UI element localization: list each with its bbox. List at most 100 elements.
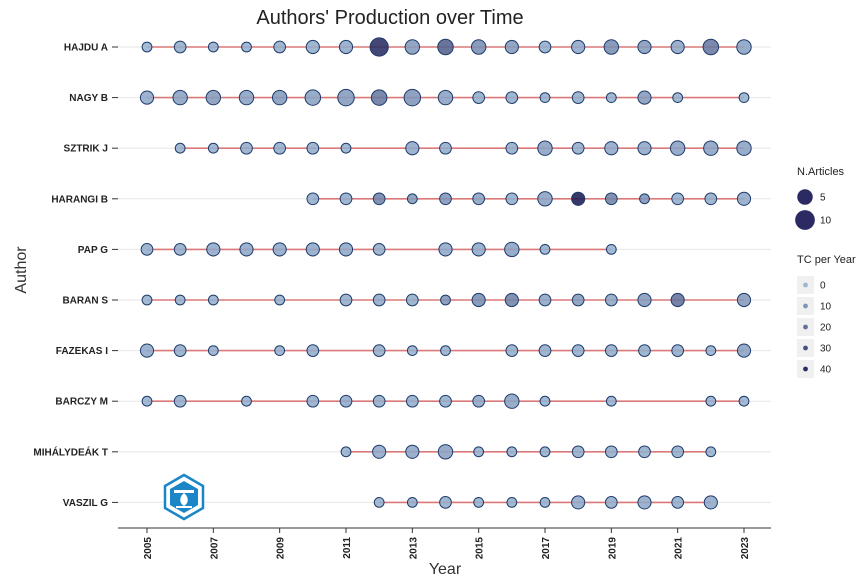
x-tick-label: 2011 [342,537,353,559]
data-point [139,90,155,105]
legend-tc-swatch [803,324,808,330]
data-point [669,140,686,156]
data-point [207,41,219,53]
data-point [504,39,519,55]
data-point [604,496,618,509]
data-point [604,344,618,357]
data-point [736,191,752,206]
x-tick-label: 2007 [209,537,220,560]
legend-tc-label: 30 [820,344,832,355]
data-point [173,344,187,357]
data-point [372,394,386,408]
author-timelines [147,46,744,504]
data-point [603,39,620,55]
legend-article-swatch [795,210,815,230]
data-point [504,241,520,258]
data-point [605,395,617,407]
legend-article-swatch [797,189,813,205]
data-point [736,140,752,156]
data-point [605,92,617,103]
data-point [274,345,286,357]
data-point [174,294,186,306]
data-point [672,92,684,103]
data-point [539,244,551,255]
data-point [504,292,519,308]
data-point [604,293,618,307]
data-point [405,444,420,459]
legend-tc-label: 0 [820,281,826,292]
data-point [305,242,320,257]
data-point [207,294,219,306]
hexagon-logo-icon [163,473,205,521]
data-point [439,496,452,509]
data-point [372,444,387,459]
data-point [637,39,652,55]
data-point [671,192,685,206]
data-point [505,141,519,155]
data-point [705,446,717,458]
data-point [470,39,487,55]
data-point [405,394,419,408]
data-point [241,395,252,407]
x-tick-label: 2013 [408,537,419,560]
data-point [272,242,287,257]
data-point [539,92,551,103]
author-label: HARANGI B [51,194,108,205]
data-point [140,243,154,256]
data-point [738,395,750,407]
legend-n-articles: N.Articles 5 10 [795,166,845,230]
data-point [239,242,254,257]
data-point [505,344,519,357]
data-point [339,394,353,408]
data-point [604,141,619,156]
data-point [638,445,651,459]
data-point [437,89,454,106]
legend-tc-label: 20 [820,323,832,334]
data-point [537,191,553,207]
data-point [472,192,486,206]
data-point [173,394,187,408]
x-tick-label: 2005 [143,537,154,560]
data-point [406,345,418,357]
data-point [539,497,551,508]
legend-tc-per-year: TC per Year 0 10 20 30 40 [797,254,856,378]
data-point [241,41,252,53]
data-point [571,293,585,307]
data-point [439,394,452,408]
data-point [539,395,551,407]
data-point [671,496,685,509]
legend-tc-label: 40 [820,365,832,376]
data-point [438,242,453,257]
data-point [736,39,752,55]
y-axis-title: Author [13,246,30,294]
data-point [571,141,585,155]
data-point [440,345,451,357]
data-point [304,89,322,106]
data-point [372,192,386,206]
data-point [736,343,752,358]
data-point [372,344,386,357]
data-point [206,242,221,257]
data-point [473,446,485,458]
data-point [637,292,652,308]
data-point [638,344,651,357]
x-axis-title: Year [429,561,462,578]
data-point [473,497,485,508]
data-point [571,191,586,206]
x-tick-label: 2009 [276,537,287,560]
data-point [141,395,153,407]
data-point [370,89,388,106]
data-point [338,242,354,257]
author-label: HAJDU A [64,43,108,54]
author-label: BARCZY M [55,397,108,408]
data-point [373,497,385,508]
data-point [472,394,486,408]
data-point [637,141,652,156]
x-tick-label: 2019 [607,537,618,560]
author-label: MIHÁLYDEÁK T [33,445,108,458]
author-labels: HAJDU A NAGY B SZTRIK J HARANGI B PAP G BARAN… [33,43,118,509]
author-label: BARAN S [62,296,108,307]
data-point [571,39,586,55]
legend-tc-title: TC per Year [797,254,856,266]
data-point [207,345,219,357]
